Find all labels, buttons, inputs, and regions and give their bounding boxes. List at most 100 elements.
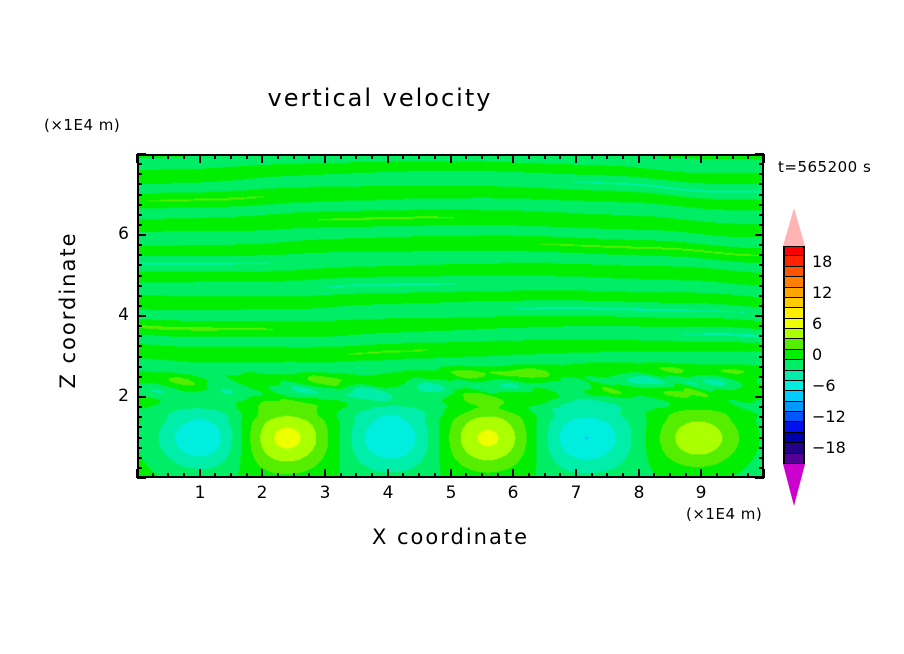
x-tick-label: 4	[382, 483, 394, 503]
colorbar-tick-label: 18	[812, 251, 833, 271]
x-tick-top	[450, 154, 452, 163]
y-tick-right	[759, 426, 764, 428]
y-tick-right	[759, 285, 764, 287]
colorbar-tick-label: −12	[812, 407, 846, 427]
x-axis-title: X coordinate	[371, 525, 530, 549]
y-tick	[137, 254, 142, 256]
x-tick-label: 9	[695, 483, 707, 503]
y-tick	[137, 416, 142, 418]
y-tick-right	[759, 244, 764, 246]
y-tick-right	[759, 163, 764, 165]
x-tick-top	[638, 154, 640, 163]
colorbar-band	[783, 246, 805, 257]
y-tick	[137, 325, 142, 327]
x-tick	[481, 473, 483, 478]
y-tick-right	[755, 315, 764, 317]
x-tick-top	[293, 154, 295, 159]
x-tick-top	[136, 154, 138, 163]
x-tick-top	[606, 154, 608, 159]
x-tick	[591, 473, 593, 478]
x-tick	[450, 469, 452, 478]
y-tick	[137, 214, 142, 216]
y-tick	[137, 406, 142, 408]
x-tick	[606, 473, 608, 478]
x-tick	[747, 473, 749, 478]
y-tick	[137, 426, 142, 428]
y-tick-right	[759, 437, 764, 439]
x-tick-top	[308, 154, 310, 159]
y-tick	[137, 356, 142, 358]
y-tick	[137, 204, 142, 206]
colorbar-band	[783, 297, 805, 309]
x-tick-top	[544, 154, 546, 159]
x-tick-top	[685, 154, 687, 159]
y-tick-right	[759, 325, 764, 327]
y-tick	[137, 153, 146, 155]
x-tick	[387, 469, 389, 478]
y-tick	[137, 376, 142, 378]
y-tick-right	[759, 224, 764, 226]
x-tick	[434, 473, 436, 478]
y-tick-right	[759, 254, 764, 256]
y-tick	[137, 183, 142, 185]
y-tick-right	[759, 376, 764, 378]
x-tick-top	[575, 154, 577, 163]
x-tick-top	[277, 154, 279, 159]
y-tick-right	[759, 366, 764, 368]
colorbar-tick-label: 0	[812, 345, 823, 364]
x-tick-label: 6	[507, 483, 519, 503]
x-tick-top	[418, 154, 420, 159]
x-tick-top	[340, 154, 342, 159]
x-tick-top	[481, 154, 483, 159]
y-tick-right	[759, 457, 764, 459]
x-tick	[340, 473, 342, 478]
x-tick-label: 8	[633, 483, 645, 503]
x-tick-top	[465, 154, 467, 159]
y-tick-right	[759, 214, 764, 216]
y-tick-right	[759, 335, 764, 337]
colorbar-band	[783, 318, 805, 330]
x-tick	[559, 473, 561, 478]
x-tick	[669, 473, 671, 478]
x-tick	[324, 469, 326, 478]
x-tick	[261, 469, 263, 478]
y-tick	[137, 295, 142, 297]
x-tick	[277, 473, 279, 478]
x-tick	[167, 473, 169, 478]
y-tick	[137, 264, 142, 266]
x-tick	[512, 469, 514, 478]
x-tick	[199, 469, 201, 478]
y-tick-right	[759, 173, 764, 175]
y-tick	[137, 447, 142, 449]
x-tick-top	[371, 154, 373, 159]
y-tick	[137, 194, 142, 196]
x-tick	[355, 473, 357, 478]
y-tick-right	[755, 477, 764, 479]
colorbar-band	[783, 287, 805, 298]
y-tick-right	[759, 345, 764, 347]
x-tick-top	[261, 154, 263, 163]
x-tick	[653, 473, 655, 478]
colorbar-band	[783, 329, 805, 340]
colorbar-band	[783, 370, 805, 381]
x-tick	[528, 473, 530, 478]
x-tick	[230, 473, 232, 478]
colorbar-band	[783, 422, 805, 433]
x-tick-top	[716, 154, 718, 159]
y-tick-right	[759, 204, 764, 206]
x-tick-top	[591, 154, 593, 159]
y-tick-right	[759, 447, 764, 449]
colorbar-under-arrow	[783, 464, 805, 506]
x-tick-top	[559, 154, 561, 159]
colorbar-band	[783, 256, 805, 267]
y-tick-label: 2	[118, 386, 129, 406]
x-tick-label: 7	[570, 483, 582, 503]
y-tick-right	[759, 275, 764, 277]
colorbar	[783, 208, 805, 506]
y-tick	[137, 467, 142, 469]
timestamp-annotation: t=565200 s	[778, 158, 872, 176]
velocity-field-contour	[139, 156, 762, 476]
y-tick-right	[755, 396, 764, 398]
x-tick	[465, 473, 467, 478]
colorbar-band	[783, 266, 805, 278]
